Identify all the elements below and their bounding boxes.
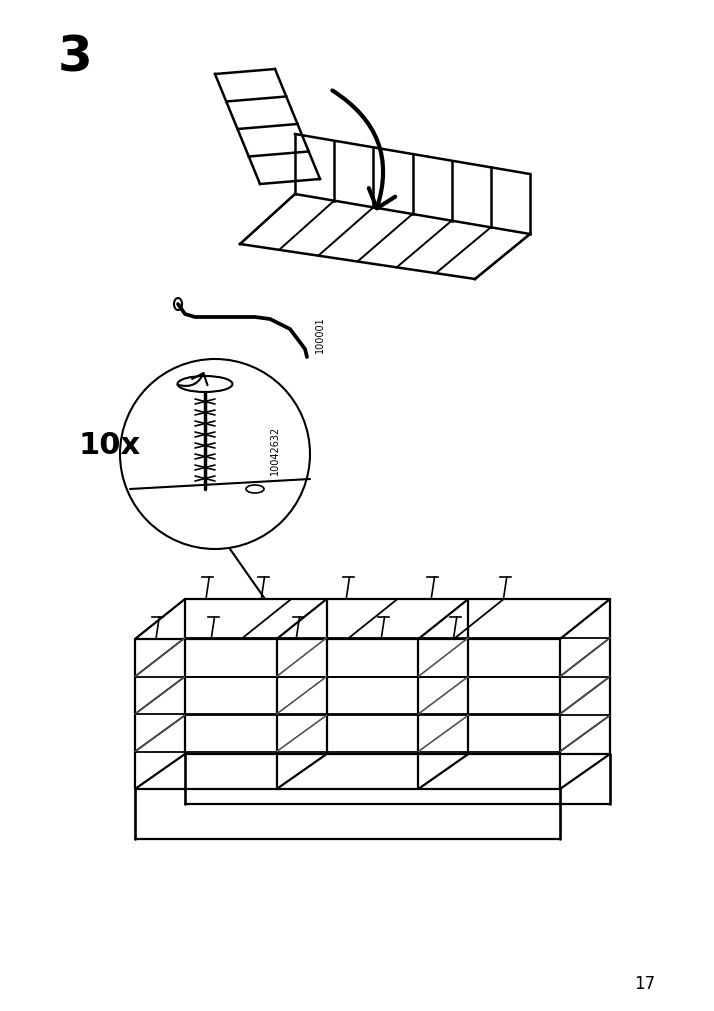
Text: 100001: 100001 [315,316,325,353]
FancyArrowPatch shape [332,91,396,209]
Text: 3: 3 [58,33,92,81]
Text: 10x: 10x [79,430,141,459]
Text: 17: 17 [635,974,655,992]
FancyArrowPatch shape [178,374,208,386]
Text: 10042632: 10042632 [270,425,280,474]
